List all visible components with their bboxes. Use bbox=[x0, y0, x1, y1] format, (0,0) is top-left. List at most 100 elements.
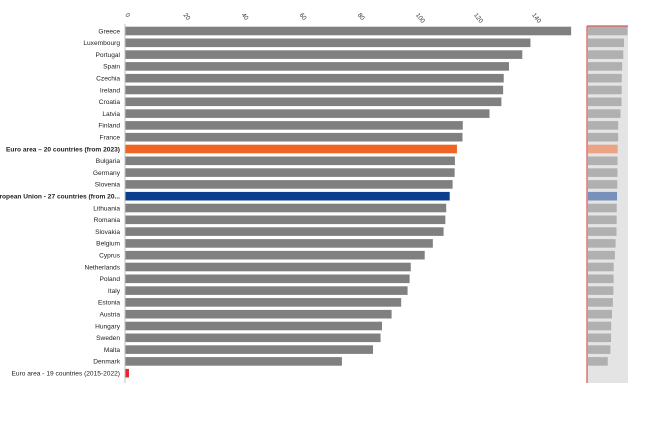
category-label-lithuania: Lithuania bbox=[93, 205, 120, 212]
bar-austria bbox=[125, 309, 392, 319]
category-label-european-union-27-countries-from-20: European Union - 27 countries (from 20..… bbox=[0, 194, 120, 201]
x-tick-label-40: 40 bbox=[240, 12, 250, 22]
category-label-croatia: Croatia bbox=[99, 99, 121, 106]
category-label-poland: Poland bbox=[99, 276, 120, 283]
side-panel bbox=[586, 25, 628, 383]
bar-slovenia bbox=[125, 180, 453, 189]
bar-poland bbox=[125, 274, 410, 284]
side-bar-portugal bbox=[588, 50, 624, 59]
side-bar-lithuania bbox=[588, 203, 617, 213]
bar-slovakia bbox=[125, 227, 444, 236]
bar-croatia bbox=[125, 97, 502, 107]
side-bar-bulgaria bbox=[588, 156, 618, 166]
side-bar-european-union-27-countries-from-20 bbox=[588, 191, 618, 201]
category-label-finland: Finland bbox=[98, 123, 120, 130]
category-label-germany: Germany bbox=[93, 170, 121, 177]
side-bar-croatia bbox=[588, 97, 622, 107]
bar-netherlands bbox=[125, 262, 411, 272]
bar-bulgaria bbox=[125, 156, 455, 166]
bar-france bbox=[125, 132, 463, 142]
side-bar-italy bbox=[588, 286, 614, 295]
side-bar-hungary bbox=[588, 321, 612, 331]
x-tick-label-100: 100 bbox=[414, 12, 426, 25]
bar-lithuania bbox=[125, 203, 447, 213]
category-label-slovakia: Slovakia bbox=[95, 229, 120, 236]
side-bar-slovenia bbox=[588, 180, 618, 189]
bar-finland bbox=[125, 121, 463, 130]
bar-belgium bbox=[125, 239, 433, 248]
category-label-france: France bbox=[99, 135, 120, 142]
category-label-portugal: Portugal bbox=[95, 52, 120, 59]
side-bar-slovakia bbox=[588, 227, 617, 236]
category-label-romania: Romania bbox=[94, 217, 121, 224]
side-bar-poland bbox=[588, 274, 614, 284]
side-bar-estonia bbox=[588, 298, 613, 307]
side-bar-austria bbox=[588, 309, 613, 319]
category-label-euro-area-20-countries-from-2023: Euro area – 20 countries (from 2023) bbox=[6, 146, 120, 153]
category-label-netherlands: Netherlands bbox=[84, 264, 120, 271]
bar-malta bbox=[125, 345, 374, 354]
category-label-italy: Italy bbox=[108, 288, 121, 295]
side-bar-malta bbox=[588, 345, 611, 354]
category-label-austria: Austria bbox=[99, 312, 120, 319]
x-tick-label-120: 120 bbox=[472, 12, 484, 25]
x-tick-label-140: 140 bbox=[530, 12, 542, 25]
side-bar-greece bbox=[588, 26, 628, 36]
bar-latvia bbox=[125, 109, 490, 118]
bar-euro-area-19-countries-2015-2022 bbox=[125, 368, 129, 378]
bar-cyprus bbox=[125, 250, 425, 260]
category-label-malta: Malta bbox=[104, 347, 120, 354]
bar-hungary bbox=[125, 321, 383, 331]
bar-sweden bbox=[125, 333, 381, 343]
bars bbox=[125, 26, 572, 378]
x-tick-label-20: 20 bbox=[182, 12, 192, 22]
bar-spain bbox=[125, 62, 509, 71]
bar-european-union-27-countries-from-20 bbox=[125, 191, 450, 201]
side-bar-france bbox=[588, 132, 619, 142]
side-bar-euro-area-20-countries-from-2023 bbox=[588, 144, 618, 154]
bar-ireland bbox=[125, 85, 504, 95]
bar-denmark bbox=[125, 357, 342, 366]
side-bar-luxembourg bbox=[588, 38, 625, 48]
bar-germany bbox=[125, 168, 455, 177]
x-tick-label-80: 80 bbox=[356, 12, 366, 22]
side-bar-sweden bbox=[588, 333, 612, 343]
bar-portugal bbox=[125, 50, 523, 59]
category-label-ireland: Ireland bbox=[100, 87, 120, 94]
side-panel-bars bbox=[588, 26, 628, 366]
side-bar-latvia bbox=[588, 109, 621, 118]
bar-luxembourg bbox=[125, 38, 531, 48]
category-label-estonia: Estonia bbox=[98, 300, 120, 307]
x-axis-ticks: 0 20 40 60 80 100 120 140 bbox=[123, 12, 542, 25]
category-label-greece: Greece bbox=[98, 28, 120, 35]
side-bar-ireland bbox=[588, 85, 622, 95]
side-bar-cyprus bbox=[588, 250, 615, 260]
side-bar-denmark bbox=[588, 357, 608, 366]
bar-czechia bbox=[125, 73, 504, 83]
category-label-denmark: Denmark bbox=[93, 359, 120, 366]
category-label-bulgaria: Bulgaria bbox=[96, 158, 121, 165]
x-tick-label-0: 0 bbox=[123, 12, 131, 19]
bar-greece bbox=[125, 26, 572, 36]
side-bar-spain bbox=[588, 62, 623, 71]
bar-estonia bbox=[125, 298, 402, 307]
category-label-euro-area-19-countries-2015-2022: Euro area - 19 countries (2015-2022) bbox=[12, 371, 121, 378]
category-label-czechia: Czechia bbox=[96, 76, 120, 83]
x-tick-label-60: 60 bbox=[298, 12, 308, 22]
category-label-luxembourg: Luxembourg bbox=[83, 40, 120, 47]
category-label-spain: Spain bbox=[103, 64, 120, 71]
side-bar-finland bbox=[588, 121, 619, 130]
side-bar-netherlands bbox=[588, 262, 614, 272]
side-bar-germany bbox=[588, 168, 618, 177]
category-label-belgium: Belgium bbox=[96, 241, 120, 248]
side-bar-czechia bbox=[588, 73, 622, 83]
side-bar-romania bbox=[588, 215, 617, 225]
category-label-sweden: Sweden bbox=[96, 335, 120, 342]
category-label-cyprus: Cyprus bbox=[99, 253, 121, 260]
bar-italy bbox=[125, 286, 408, 295]
category-label-slovenia: Slovenia bbox=[95, 182, 121, 189]
side-bar-belgium bbox=[588, 239, 616, 248]
category-labels: Greece Luxembourg Portugal Spain Czechia Irel… bbox=[0, 28, 121, 377]
category-label-hungary: Hungary bbox=[95, 323, 121, 330]
